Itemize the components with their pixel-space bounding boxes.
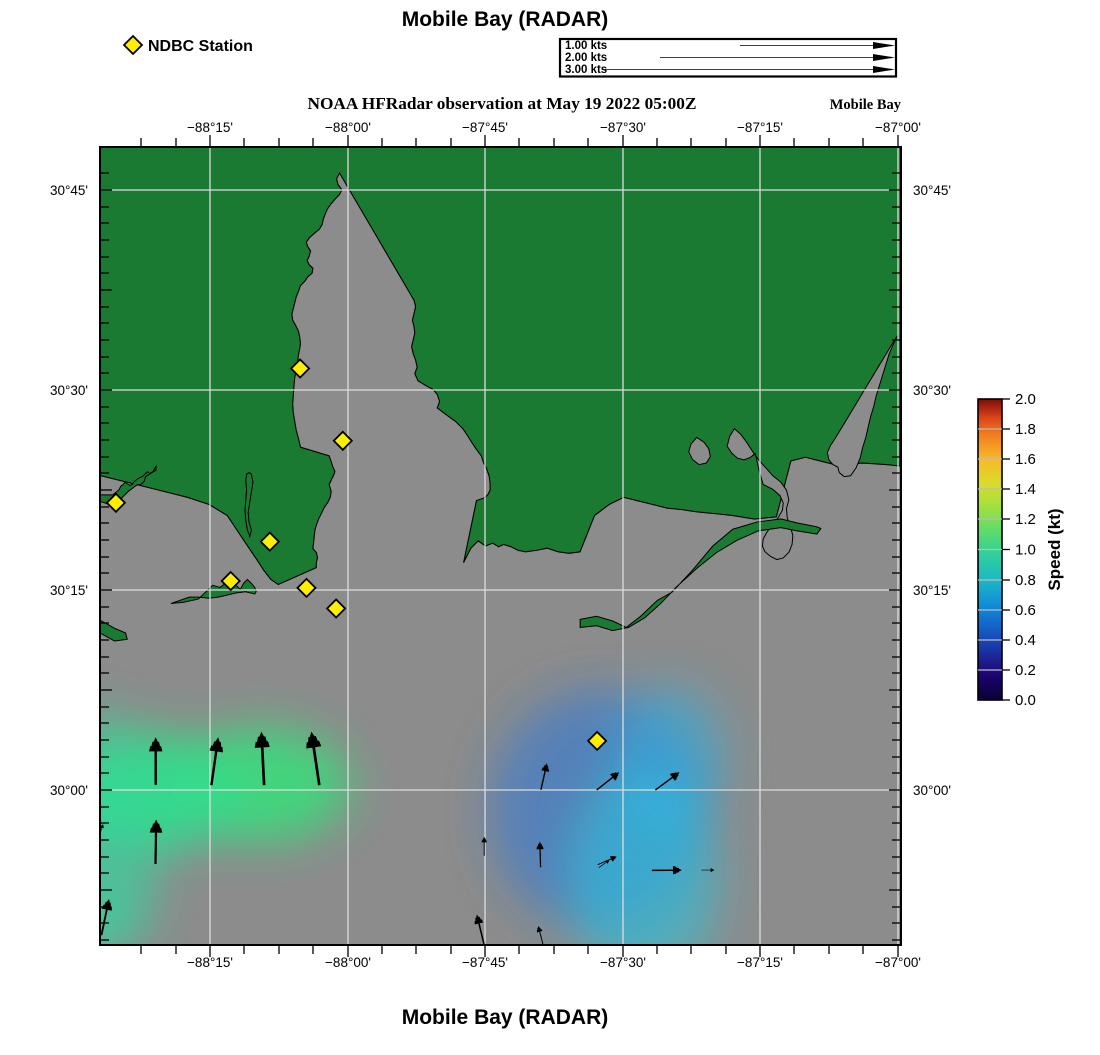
svg-text:Mobile Bay: Mobile Bay — [830, 97, 902, 113]
svg-text:2.0: 2.0 — [1015, 391, 1036, 408]
svg-text:−87°15': −87°15' — [737, 120, 783, 135]
svg-text:30°45': 30°45' — [913, 183, 951, 198]
svg-text:−87°45': −87°45' — [462, 955, 508, 970]
svg-text:30°30': 30°30' — [50, 383, 88, 398]
svg-text:30°15': 30°15' — [913, 583, 951, 598]
svg-text:NOAA HFRadar observation at Ma: NOAA HFRadar observation at May 19 2022 … — [308, 94, 697, 113]
svg-text:30°00': 30°00' — [913, 783, 951, 798]
svg-text:30°00': 30°00' — [50, 783, 88, 798]
svg-text:0.6: 0.6 — [1015, 602, 1036, 619]
svg-text:0.2: 0.2 — [1015, 662, 1036, 679]
svg-text:−87°30': −87°30' — [600, 120, 646, 135]
svg-text:−87°15': −87°15' — [737, 955, 783, 970]
svg-text:0.0: 0.0 — [1015, 692, 1036, 709]
svg-text:NDBC Station: NDBC Station — [148, 38, 253, 55]
svg-text:2.00 kts: 2.00 kts — [565, 52, 607, 64]
svg-text:30°30': 30°30' — [913, 383, 951, 398]
svg-text:1.6: 1.6 — [1015, 451, 1036, 468]
svg-text:Mobile Bay (RADAR): Mobile Bay (RADAR) — [402, 1006, 609, 1029]
svg-text:−88°15': −88°15' — [187, 120, 233, 135]
svg-text:−87°45': −87°45' — [462, 120, 508, 135]
svg-text:−87°00': −87°00' — [875, 120, 921, 135]
svg-text:1.4: 1.4 — [1015, 481, 1036, 498]
svg-text:1.8: 1.8 — [1015, 421, 1036, 438]
svg-text:1.2: 1.2 — [1015, 511, 1036, 528]
svg-text:0.4: 0.4 — [1015, 632, 1036, 649]
svg-text:Speed (kt): Speed (kt) — [1045, 508, 1064, 590]
svg-text:−88°00': −88°00' — [325, 120, 371, 135]
svg-text:−88°00': −88°00' — [325, 955, 371, 970]
svg-text:1.00 kts: 1.00 kts — [565, 40, 607, 52]
svg-text:−87°00': −87°00' — [875, 955, 921, 970]
svg-text:3.00 kts: 3.00 kts — [565, 64, 607, 76]
svg-text:−87°30': −87°30' — [600, 955, 646, 970]
svg-text:0.8: 0.8 — [1015, 572, 1036, 589]
svg-text:−88°15': −88°15' — [187, 955, 233, 970]
svg-text:1.0: 1.0 — [1015, 542, 1036, 559]
svg-text:30°45': 30°45' — [50, 183, 88, 198]
svg-text:Mobile Bay (RADAR): Mobile Bay (RADAR) — [402, 8, 609, 31]
svg-text:30°15': 30°15' — [50, 583, 88, 598]
